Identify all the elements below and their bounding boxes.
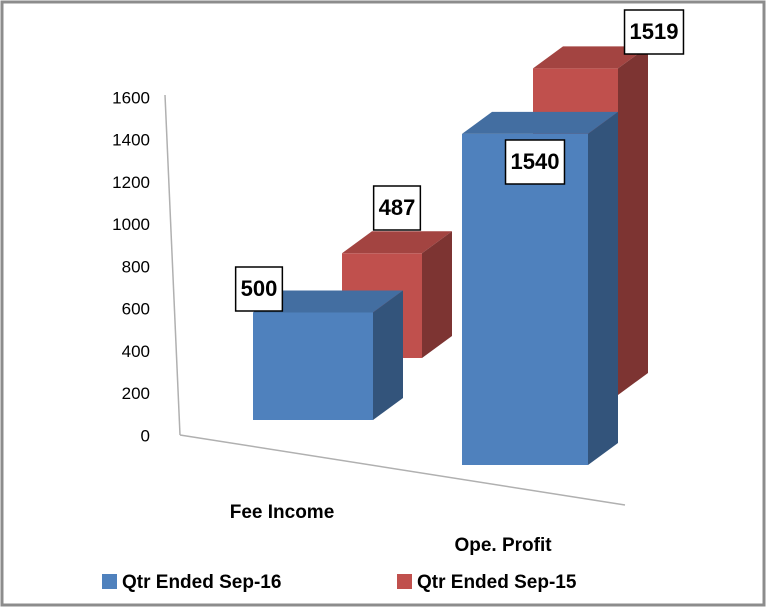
legend-label: Qtr Ended Sep-15: [417, 572, 577, 593]
legend-swatch: [102, 574, 117, 589]
legend-label: Qtr Ended Sep-16: [122, 572, 281, 593]
value-label-box: [504, 139, 566, 185]
bar-side: [373, 290, 403, 420]
y-tick-label: 400: [122, 342, 150, 361]
bar-top: [253, 290, 403, 313]
value-label: 1519: [630, 19, 679, 44]
y-tick-label: 1000: [112, 215, 150, 234]
bar-side: [422, 231, 452, 358]
y-axis: [164, 94, 181, 436]
y-tick-label: 1200: [112, 173, 150, 192]
y-tick-label: 600: [122, 300, 150, 319]
y-tick-label: 0: [141, 426, 150, 445]
value-label: 1540: [511, 149, 560, 174]
x-tick-label: Ope. Profit: [454, 535, 552, 556]
value-label: 487: [379, 195, 416, 220]
bar-side: [588, 111, 618, 466]
y-tick-label: 200: [122, 384, 150, 403]
bar-top: [462, 111, 618, 134]
value-label: 500: [241, 276, 278, 301]
x-tick-label: Fee Income: [230, 502, 335, 523]
y-tick-label: 1600: [112, 88, 150, 107]
y-tick-label: 800: [122, 257, 150, 276]
bar-top: [342, 231, 452, 254]
value-label-box: [623, 9, 685, 55]
y-tick-label: 1400: [112, 131, 150, 150]
bar-top: [533, 46, 648, 69]
value-label-box: [234, 266, 284, 312]
bar-side: [618, 46, 648, 395]
value-label-box: [372, 185, 422, 231]
floor-line: [179, 434, 626, 506]
bar-front: [253, 312, 373, 420]
legend-swatch: [397, 574, 412, 589]
bar-front: [462, 133, 588, 465]
